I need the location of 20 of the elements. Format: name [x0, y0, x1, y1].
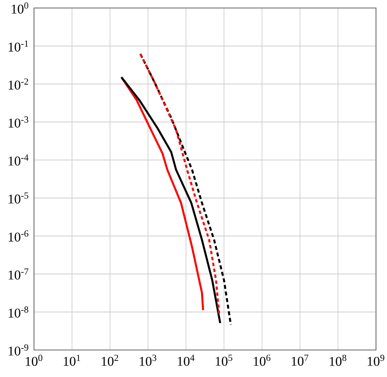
- x-tick-label: 10$^{2}$: [102, 354, 118, 366]
- y-tick-label: 10$^{-9}$: [8, 344, 28, 356]
- x-tick-label: 10$^{3}$: [140, 354, 156, 366]
- y-tick-label: 10$^{-1}$: [8, 40, 28, 52]
- x-tick-label: 10$^{8}$: [330, 354, 346, 366]
- x-tick-label: 10$^{1}$: [64, 354, 80, 366]
- x-tick-label: 10$^{0}$: [26, 354, 42, 366]
- y-tick-label: 10$^{-5}$: [8, 192, 28, 204]
- y-tick-label: 10$^{0}$: [12, 2, 28, 14]
- y-tick-label: 10$^{-7}$: [8, 268, 28, 280]
- x-tick-label: 10$^{4}$: [178, 354, 195, 366]
- y-tick-label: 10$^{-8}$: [8, 306, 28, 318]
- y-tick-label: 10$^{-2}$: [8, 78, 28, 90]
- y-tick-label: 10$^{-4}$: [8, 154, 28, 166]
- y-tick-label: 10$^{-6}$: [8, 230, 28, 242]
- x-tick-label: 10$^{9}$: [368, 354, 384, 366]
- y-tick-label: 10$^{-3}$: [8, 116, 28, 128]
- x-tick-label: 10$^{5}$: [216, 354, 232, 366]
- x-tick-label: 10$^{6}$: [254, 354, 270, 366]
- x-tick-label: 10$^{7}$: [292, 354, 308, 366]
